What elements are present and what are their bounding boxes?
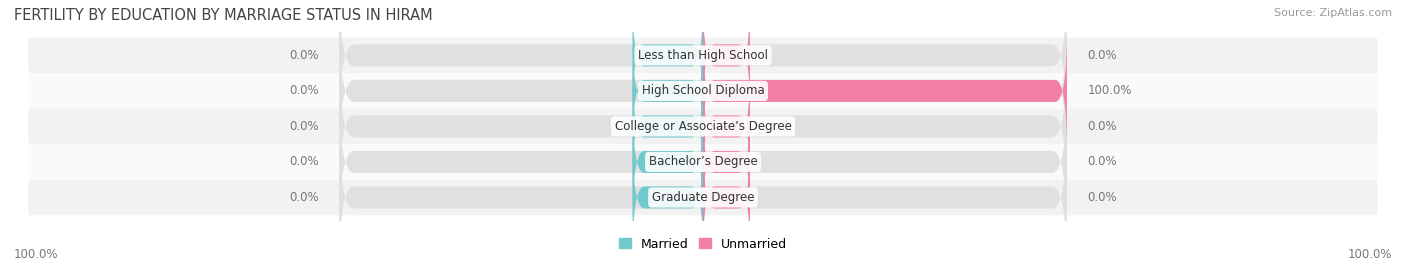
FancyBboxPatch shape [339, 120, 1067, 269]
FancyBboxPatch shape [28, 38, 1378, 73]
Text: 0.0%: 0.0% [1087, 49, 1116, 62]
Text: 0.0%: 0.0% [290, 84, 319, 97]
Text: Bachelor’s Degree: Bachelor’s Degree [648, 155, 758, 168]
Text: 0.0%: 0.0% [290, 120, 319, 133]
FancyBboxPatch shape [633, 137, 703, 257]
Text: 0.0%: 0.0% [1087, 155, 1116, 168]
FancyBboxPatch shape [703, 137, 749, 257]
FancyBboxPatch shape [703, 0, 749, 115]
FancyBboxPatch shape [28, 144, 1378, 180]
Text: 0.0%: 0.0% [290, 155, 319, 168]
FancyBboxPatch shape [339, 13, 1067, 169]
FancyBboxPatch shape [703, 31, 1067, 151]
Text: 100.0%: 100.0% [14, 248, 59, 261]
Text: 0.0%: 0.0% [290, 49, 319, 62]
Text: 0.0%: 0.0% [290, 191, 319, 204]
Text: Graduate Degree: Graduate Degree [652, 191, 754, 204]
Legend: Married, Unmarried: Married, Unmarried [613, 233, 793, 256]
Text: High School Diploma: High School Diploma [641, 84, 765, 97]
FancyBboxPatch shape [28, 109, 1378, 144]
Text: College or Associate’s Degree: College or Associate’s Degree [614, 120, 792, 133]
Text: FERTILITY BY EDUCATION BY MARRIAGE STATUS IN HIRAM: FERTILITY BY EDUCATION BY MARRIAGE STATU… [14, 8, 433, 23]
FancyBboxPatch shape [339, 0, 1067, 133]
FancyBboxPatch shape [339, 84, 1067, 240]
Text: 0.0%: 0.0% [1087, 120, 1116, 133]
Text: Source: ZipAtlas.com: Source: ZipAtlas.com [1274, 8, 1392, 18]
FancyBboxPatch shape [28, 180, 1378, 215]
FancyBboxPatch shape [703, 66, 749, 186]
FancyBboxPatch shape [28, 73, 1378, 109]
Text: 100.0%: 100.0% [1347, 248, 1392, 261]
Text: 0.0%: 0.0% [1087, 191, 1116, 204]
Text: 100.0%: 100.0% [1087, 84, 1132, 97]
FancyBboxPatch shape [703, 102, 749, 222]
FancyBboxPatch shape [633, 66, 703, 186]
FancyBboxPatch shape [339, 49, 1067, 204]
FancyBboxPatch shape [633, 31, 703, 151]
FancyBboxPatch shape [633, 102, 703, 222]
Text: Less than High School: Less than High School [638, 49, 768, 62]
FancyBboxPatch shape [633, 0, 703, 115]
